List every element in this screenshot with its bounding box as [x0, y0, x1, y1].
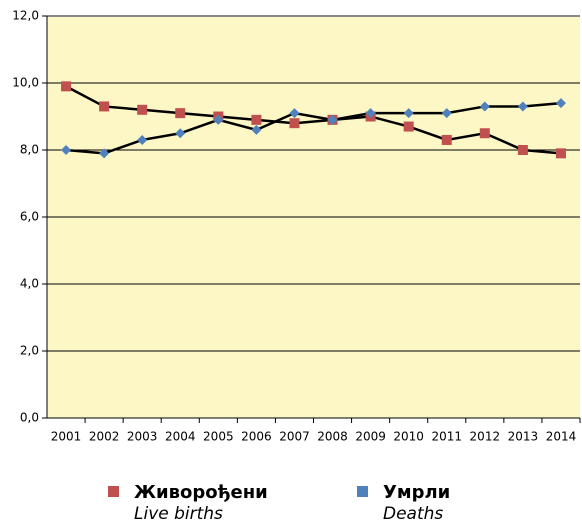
marker	[289, 118, 300, 129]
marker	[327, 114, 338, 125]
legend-swatch	[357, 486, 368, 497]
marker	[99, 148, 110, 159]
marker	[213, 114, 224, 125]
x-tick-label: 2010	[393, 430, 424, 444]
marker	[365, 108, 376, 119]
x-tick-label: 2006	[241, 430, 272, 444]
x-tick-label: 2014	[546, 430, 577, 444]
x-tick-label: 2005	[203, 430, 234, 444]
marker	[99, 101, 110, 112]
x-tick-label: 2009	[355, 430, 386, 444]
marker	[479, 128, 490, 139]
y-tick-label: 6,0	[20, 210, 39, 224]
x-tick-label: 2008	[317, 430, 348, 444]
x-tick-label: 2007	[279, 430, 310, 444]
x-tick-label: 2003	[127, 430, 158, 444]
legend-label: Живорођени	[134, 482, 268, 503]
x-tick-label: 2004	[165, 430, 196, 444]
marker	[403, 108, 414, 119]
marker	[137, 134, 148, 145]
legend-label-en: Deaths	[383, 504, 443, 524]
y-tick-label: 2,0	[20, 344, 39, 358]
marker	[137, 104, 148, 115]
marker	[555, 148, 566, 159]
x-tick-label: 2011	[431, 430, 462, 444]
legend-label-en: Live births	[134, 504, 223, 524]
legend-swatch	[108, 486, 119, 497]
marker	[441, 134, 452, 145]
marker	[403, 121, 414, 132]
x-tick-label: 2001	[51, 430, 82, 444]
y-tick-label: 8,0	[20, 143, 39, 157]
legend-label: Умрли	[383, 482, 450, 503]
marker	[517, 145, 528, 155]
marker	[251, 124, 262, 135]
marker	[61, 81, 72, 92]
series-line	[65, 101, 562, 155]
y-tick-label: 12,0	[12, 9, 39, 23]
marker	[479, 101, 490, 112]
y-tick-label: 4,0	[20, 277, 39, 291]
marker	[441, 108, 452, 119]
marker	[175, 108, 186, 119]
marker	[251, 114, 262, 125]
marker	[517, 101, 528, 112]
x-tick-label: 2012	[470, 430, 501, 444]
y-tick-label: 0,0	[20, 411, 39, 425]
marker	[61, 145, 72, 155]
marker	[555, 98, 566, 109]
x-tick-label: 2002	[89, 430, 120, 444]
series-line	[65, 85, 562, 155]
marker	[289, 108, 300, 119]
x-tick-label: 2013	[508, 430, 539, 444]
marker	[175, 128, 186, 139]
y-tick-label: 10,0	[12, 76, 39, 90]
